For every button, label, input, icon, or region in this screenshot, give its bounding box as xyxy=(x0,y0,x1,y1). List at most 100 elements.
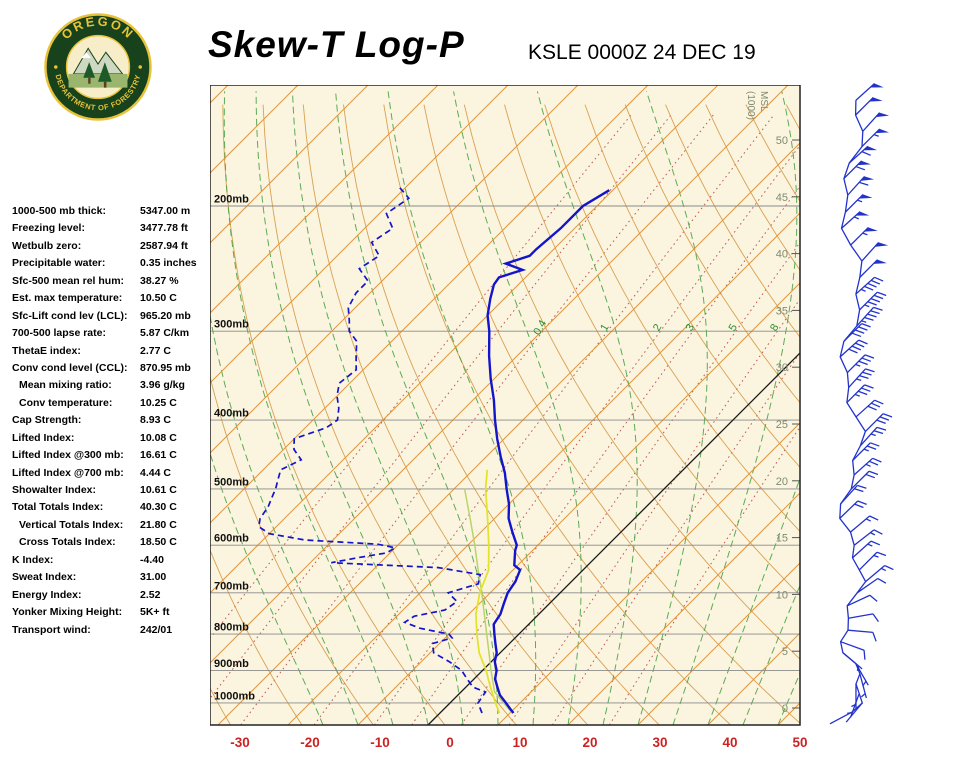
mixing-ratio-label: 2 xyxy=(651,322,664,333)
skewt-chart: 200mb 300mb 400mb 500mb 600mb 700mb 800mb 900mb… xyxy=(210,85,808,750)
temp-axis-label: 50 xyxy=(792,735,807,750)
height-label: 15 xyxy=(776,533,788,545)
wind-barb xyxy=(843,323,871,342)
wind-barb xyxy=(861,241,889,262)
index-label: Lifted Index: xyxy=(12,431,75,444)
pressure-label: 1000mb xyxy=(214,690,255,702)
odf-logo-icon: OREGON DEPARTMENT OF FORESTRY xyxy=(44,13,152,121)
index-row: K Index: -4.40 xyxy=(12,554,217,571)
index-value: 10.50 C xyxy=(140,292,177,305)
index-value: 3477.78 ft xyxy=(140,222,188,235)
wind-barb xyxy=(840,641,866,660)
wind-barb xyxy=(855,83,884,101)
index-label: Precipitable water: xyxy=(12,257,106,270)
pressure-label: 200mb xyxy=(214,194,249,206)
index-row: Yonker Mixing Height: 5K+ ft xyxy=(12,606,217,623)
height-label: 5 xyxy=(782,646,788,658)
index-row: ThetaE index: 2.77 C xyxy=(12,345,217,362)
index-row: Vertical Totals Index: 21.80 C xyxy=(12,519,217,536)
index-value: 18.50 C xyxy=(140,536,177,549)
index-value: 5347.00 m xyxy=(140,205,191,217)
index-label: Showalter Index: xyxy=(12,484,97,496)
wind-barb xyxy=(848,613,879,623)
wind-barb xyxy=(829,711,853,725)
height-label: 40 xyxy=(776,249,788,261)
index-value: 965.20 mb xyxy=(140,309,191,322)
logo-tree xyxy=(98,62,112,82)
index-row: Precipitable water: 0.35 inches xyxy=(12,257,217,274)
wind-barb xyxy=(844,193,873,213)
page-title: Skew-T Log-P xyxy=(208,24,465,65)
index-value: 3.96 g/kg xyxy=(140,379,185,392)
wind-barb xyxy=(843,160,871,180)
wind-barb xyxy=(859,673,867,699)
index-label: Est. max temperature: xyxy=(12,292,123,305)
wind-barb xyxy=(846,354,875,374)
height-label: 0 xyxy=(782,703,788,715)
logo-snowcap xyxy=(81,52,92,59)
mixing-ratio-label: 8 xyxy=(768,322,781,333)
index-label: K Index: xyxy=(12,553,54,566)
wind-barb xyxy=(850,470,879,490)
index-value: 31.00 xyxy=(140,571,167,584)
temp-axis-label: 0 xyxy=(446,735,454,750)
index-value: 4.44 C xyxy=(140,466,171,479)
index-row: Transport wind: 242/01 xyxy=(12,624,217,641)
pressure-label: 400mb xyxy=(214,408,249,420)
wind-barb xyxy=(865,564,894,583)
temp-axis-label: 40 xyxy=(722,735,737,750)
height-label: 30 xyxy=(776,362,788,374)
index-row: Est. max temperature: 10.50 C xyxy=(12,292,217,309)
temp-axis-label: 20 xyxy=(582,735,597,750)
index-row: Total Totals Index: 40.30 C xyxy=(12,501,217,518)
height-axis-note: MSL xyxy=(758,91,769,112)
index-label: Sfc-500 mean rel hum: xyxy=(12,274,125,287)
wind-barb xyxy=(858,551,887,571)
wind-barb xyxy=(847,629,877,642)
pressure-label: 700mb xyxy=(214,580,249,592)
index-row: Wetbulb zero: 2587.94 ft xyxy=(12,240,217,257)
index-label: Lifted Index @300 mb: xyxy=(12,449,124,462)
index-label: Sweat Index: xyxy=(12,571,77,584)
index-label: Mean mixing ratio: xyxy=(19,379,112,392)
index-value: 2587.94 ft xyxy=(140,239,188,252)
wind-barb xyxy=(855,276,884,295)
wind-barb xyxy=(859,426,887,447)
temp-axis-label: 30 xyxy=(652,735,667,750)
pressure-label: 600mb xyxy=(214,533,249,545)
index-value: 16.61 C xyxy=(140,449,177,462)
index-label: 700-500 lapse rate: xyxy=(12,327,106,340)
index-row: Sweat Index: 31.00 xyxy=(12,571,217,588)
wind-barb xyxy=(850,226,878,246)
station-id: KSLE 0000Z 24 DEC 19 xyxy=(528,41,756,64)
index-label: Energy Index: xyxy=(12,588,82,601)
wind-barb xyxy=(859,291,887,311)
pressure-label: 500mb xyxy=(214,476,249,488)
wind-barb xyxy=(856,577,887,594)
index-row: Sfc-Lift cond lev (LCL): 965.20 mb xyxy=(12,310,217,327)
height-label: 25 xyxy=(776,419,788,431)
wind-barb xyxy=(846,594,878,607)
index-value: 10.25 C xyxy=(140,396,177,409)
index-row: 700-500 lapse rate: 5.87 C/km xyxy=(12,327,217,344)
height-label: 45 xyxy=(776,192,788,204)
mixing-ratio-label: 1 xyxy=(598,322,611,333)
index-label: Cap Strength: xyxy=(12,414,82,427)
wind-barb xyxy=(861,128,890,148)
index-value: 5K+ ft xyxy=(140,606,170,619)
wind-barb xyxy=(851,683,857,709)
index-label: Lifted Index @700 mb: xyxy=(12,466,124,479)
wind-barb xyxy=(840,484,867,505)
index-label: Conv cond level (CCL): xyxy=(12,361,128,374)
wind-barb xyxy=(839,500,867,519)
temp-axis-label: -10 xyxy=(370,735,390,750)
index-row: Sfc-500 mean rel hum: 38.27 % xyxy=(12,275,217,292)
wind-barb xyxy=(859,259,887,278)
wind-barb xyxy=(853,529,883,546)
wind-barb xyxy=(853,457,882,476)
index-row: Cross Totals Index: 18.50 C xyxy=(12,536,217,553)
index-value: 2.52 xyxy=(140,588,161,601)
index-row: Energy Index: 2.52 xyxy=(12,589,217,606)
index-row: Lifted Index: 10.08 C xyxy=(12,432,217,449)
wind-barb xyxy=(848,368,875,388)
